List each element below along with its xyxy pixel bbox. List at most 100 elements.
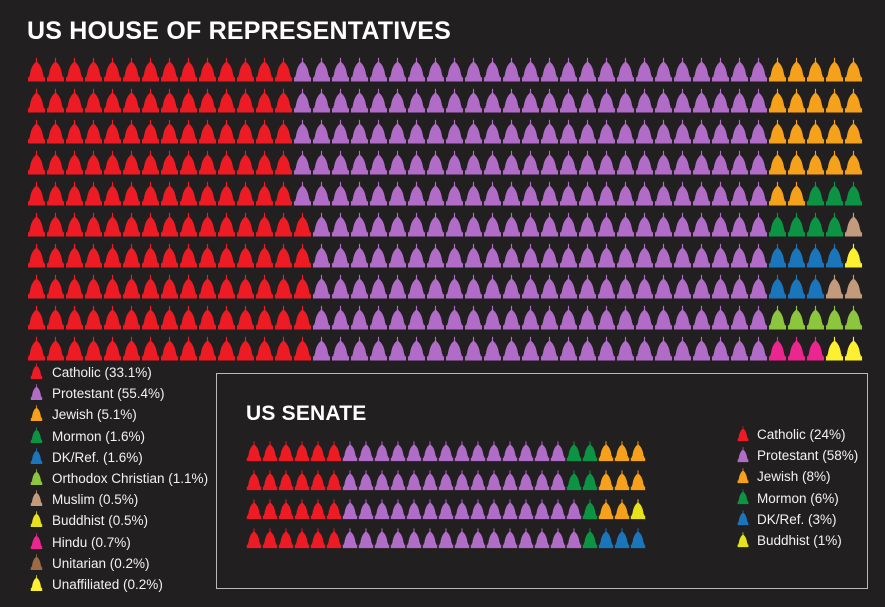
capitol-dome-icon xyxy=(654,336,673,361)
capitol-dome-icon xyxy=(521,150,540,175)
capitol-dome-icon xyxy=(825,336,844,361)
capitol-dome-icon xyxy=(274,181,293,206)
capitol-dome-icon xyxy=(141,150,160,175)
legend-item: DK/Ref. (3%) xyxy=(736,509,858,530)
capitol-dome-icon xyxy=(464,305,483,330)
capitol-dome-icon xyxy=(217,119,236,144)
capitol-dome-icon xyxy=(30,447,43,464)
capitol-dome-icon xyxy=(236,212,255,237)
capitol-dome-icon xyxy=(312,88,331,113)
capitol-dome-icon xyxy=(422,441,438,462)
capitol-dome-icon xyxy=(518,441,534,462)
capitol-dome-icon xyxy=(711,212,730,237)
capitol-dome-icon xyxy=(217,274,236,299)
capitol-dome-icon xyxy=(262,441,278,462)
capitol-dome-icon xyxy=(578,119,597,144)
capitol-dome-icon xyxy=(787,88,806,113)
capitol-dome-icon xyxy=(578,274,597,299)
capitol-dome-icon xyxy=(350,243,369,268)
capitol-dome-icon xyxy=(426,181,445,206)
legend-item: Catholic (24%) xyxy=(736,424,858,445)
capitol-dome-icon xyxy=(255,336,274,361)
capitol-dome-icon xyxy=(407,212,426,237)
capitol-dome-icon xyxy=(692,212,711,237)
legend-item: Protestant (58%) xyxy=(736,445,858,466)
capitol-dome-icon xyxy=(46,243,65,268)
capitol-dome-icon xyxy=(711,150,730,175)
capitol-dome-icon xyxy=(407,336,426,361)
capitol-dome-icon xyxy=(438,499,454,520)
pictogram-row xyxy=(27,334,863,365)
capitol-dome-icon xyxy=(464,274,483,299)
capitol-dome-icon xyxy=(388,181,407,206)
capitol-dome-icon xyxy=(470,528,486,549)
capitol-dome-icon xyxy=(406,499,422,520)
capitol-dome-icon xyxy=(103,212,122,237)
capitol-dome-icon xyxy=(141,57,160,82)
capitol-dome-icon xyxy=(426,88,445,113)
capitol-dome-icon xyxy=(46,57,65,82)
capitol-dome-icon xyxy=(390,441,406,462)
capitol-dome-icon xyxy=(422,470,438,491)
legend-item: Jewish (5.1%) xyxy=(29,404,208,425)
capitol-dome-icon xyxy=(825,57,844,82)
capitol-dome-icon xyxy=(749,150,768,175)
capitol-dome-icon xyxy=(369,212,388,237)
capitol-dome-icon xyxy=(454,470,470,491)
capitol-dome-icon xyxy=(141,181,160,206)
capitol-dome-icon xyxy=(407,150,426,175)
capitol-dome-icon xyxy=(521,88,540,113)
capitol-dome-icon xyxy=(312,243,331,268)
capitol-dome-icon xyxy=(749,212,768,237)
pictogram-row xyxy=(246,437,646,466)
capitol-dome-icon xyxy=(246,528,262,549)
capitol-dome-icon xyxy=(84,88,103,113)
capitol-dome-icon xyxy=(787,274,806,299)
capitol-dome-icon xyxy=(787,150,806,175)
capitol-dome-icon xyxy=(179,305,198,330)
legend-item-label: Buddhist (0.5%) xyxy=(52,513,149,529)
capitol-dome-icon xyxy=(30,426,43,443)
capitol-dome-icon xyxy=(630,441,646,462)
capitol-dome-icon xyxy=(141,88,160,113)
capitol-dome-icon xyxy=(578,181,597,206)
capitol-dome-icon xyxy=(844,88,863,113)
capitol-dome-icon xyxy=(483,150,502,175)
capitol-dome-icon xyxy=(559,305,578,330)
capitol-dome-icon xyxy=(310,470,326,491)
capitol-dome-icon xyxy=(46,181,65,206)
capitol-dome-icon xyxy=(654,212,673,237)
capitol-dome-icon xyxy=(673,119,692,144)
capitol-dome-icon xyxy=(30,511,43,528)
capitol-dome-icon xyxy=(692,119,711,144)
capitol-dome-icon xyxy=(331,150,350,175)
capitol-dome-icon xyxy=(388,119,407,144)
capitol-dome-icon xyxy=(550,499,566,520)
capitol-dome-icon xyxy=(806,305,825,330)
capitol-dome-icon xyxy=(768,150,787,175)
capitol-dome-icon xyxy=(464,88,483,113)
capitol-dome-icon xyxy=(274,336,293,361)
capitol-dome-icon xyxy=(550,470,566,491)
capitol-dome-icon xyxy=(350,336,369,361)
capitol-dome-icon xyxy=(559,336,578,361)
capitol-dome-icon xyxy=(326,470,342,491)
capitol-dome-icon xyxy=(406,470,422,491)
capitol-dome-icon xyxy=(597,181,616,206)
legend-item-label: Jewish (8%) xyxy=(757,469,831,485)
capitol-dome-icon xyxy=(445,150,464,175)
capitol-dome-icon xyxy=(274,243,293,268)
capitol-dome-icon xyxy=(350,181,369,206)
capitol-dome-icon xyxy=(502,88,521,113)
capitol-dome-icon xyxy=(597,212,616,237)
capitol-dome-icon xyxy=(518,470,534,491)
capitol-dome-icon xyxy=(559,181,578,206)
capitol-dome-icon xyxy=(597,336,616,361)
capitol-dome-icon xyxy=(369,274,388,299)
capitol-dome-icon xyxy=(141,336,160,361)
legend-item-label: Muslim (0.5%) xyxy=(52,492,139,508)
capitol-dome-icon xyxy=(438,470,454,491)
capitol-dome-icon xyxy=(422,528,438,549)
legend-item-label: Unitarian (0.2%) xyxy=(52,555,150,571)
capitol-dome-icon xyxy=(582,528,598,549)
